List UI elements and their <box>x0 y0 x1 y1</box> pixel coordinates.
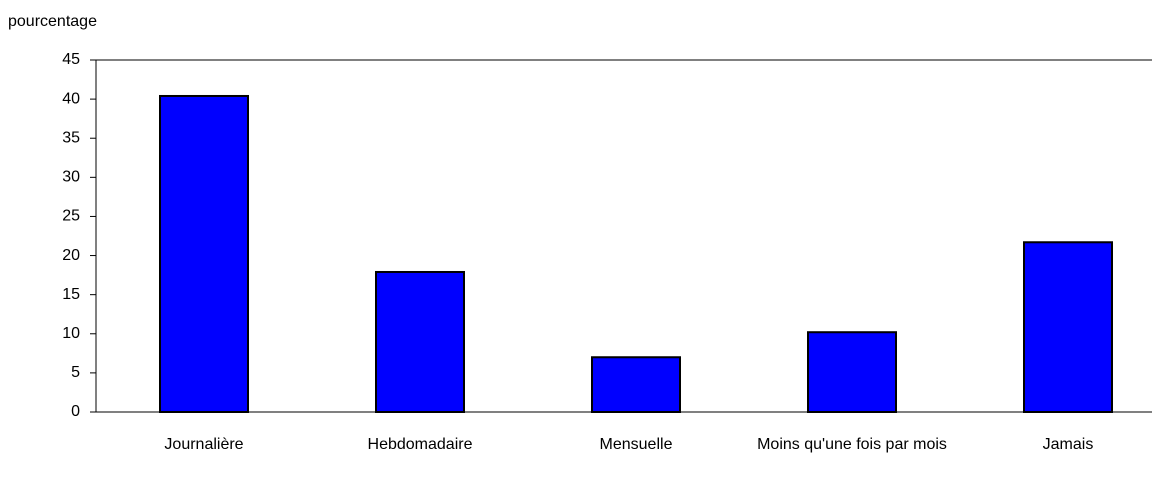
x-tick-label: Moins qu'une fois par mois <box>757 436 947 453</box>
bar <box>159 94 249 414</box>
x-tick-label: Hebdomadaire <box>367 436 473 453</box>
y-tick-label: 20 <box>62 247 80 264</box>
y-tick-label: 25 <box>62 208 80 225</box>
y-tick-label: 15 <box>62 286 80 303</box>
bar <box>1023 241 1113 413</box>
x-tick-label: Journalière <box>164 436 244 453</box>
y-tick-label: 5 <box>71 364 80 381</box>
y-tick-label: 10 <box>62 325 80 342</box>
y-tick-label: 45 <box>62 51 80 68</box>
bar <box>807 331 897 414</box>
x-tick-label: Jamais <box>1042 436 1094 453</box>
y-tick-label: 40 <box>62 90 80 107</box>
x-tick-label: Mensuelle <box>599 436 673 453</box>
y-tick-label: 35 <box>62 129 80 146</box>
y-tick-label: 30 <box>62 169 80 186</box>
y-axis-label: pourcentage <box>8 13 97 30</box>
bar <box>591 356 681 413</box>
bar <box>375 270 465 413</box>
y-tick-label: 0 <box>71 403 80 420</box>
